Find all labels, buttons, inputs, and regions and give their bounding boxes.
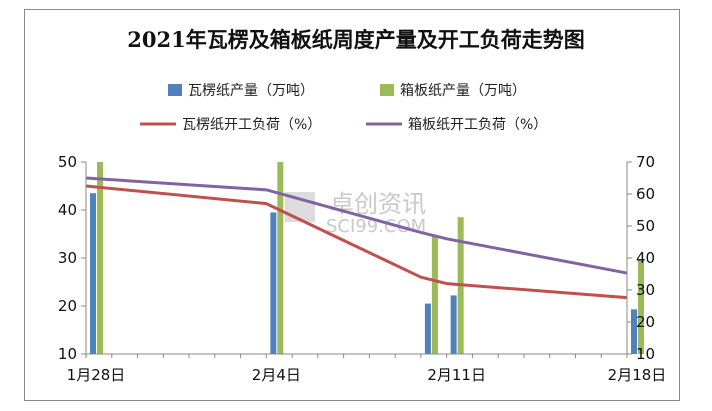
chart-frame xyxy=(24,9,680,401)
bar-containerboard-4 xyxy=(638,258,644,354)
y-right-tick-label: 70 xyxy=(636,153,655,171)
bar-corrugated-3 xyxy=(450,295,457,354)
bar-containerboard-2 xyxy=(431,234,438,354)
bar-containerboard-1 xyxy=(277,162,284,354)
y-left-tick-label: 50 xyxy=(58,153,77,171)
bar-corrugated-0 xyxy=(90,193,96,354)
y-right-tick-label: 10 xyxy=(636,345,655,363)
line-corrugated-operating-rate xyxy=(85,184,628,300)
watermark-subtext: SCI99.COM xyxy=(326,216,426,237)
chart-title: 2021年瓦楞及箱板纸周度产量及开工负荷走势图 xyxy=(127,27,585,52)
y-right-tick-label: 50 xyxy=(636,217,655,235)
legend-label-1: 箱板纸产量（万吨） xyxy=(400,83,526,99)
x-tick-label: 1月28日 xyxy=(67,366,126,384)
bar-containerboard-0 xyxy=(97,162,103,354)
y-right-tick-label: 20 xyxy=(636,313,655,331)
y-left-tick-label: 40 xyxy=(58,201,77,219)
legend-swatch-1 xyxy=(380,84,394,96)
y-right-tick-label: 60 xyxy=(636,185,655,203)
legend-label-0: 瓦楞纸产量（万吨） xyxy=(188,83,314,99)
legend-label-3: 箱板纸开工负荷（%） xyxy=(408,117,547,133)
y-right-tick-label: 40 xyxy=(636,249,655,267)
legend-label-2: 瓦楞纸开工负荷（%） xyxy=(182,117,321,133)
y-left-tick-label: 10 xyxy=(58,345,77,363)
y-left-tick-label: 20 xyxy=(58,297,77,315)
y-left-tick-label: 30 xyxy=(58,249,77,267)
x-tick-label: 2月4日 xyxy=(252,366,301,384)
bar-corrugated-2 xyxy=(424,303,431,354)
watermark-text: 卓创资讯 xyxy=(330,190,426,218)
legend-swatch-0 xyxy=(168,84,182,96)
bar-corrugated-1 xyxy=(270,212,277,354)
x-tick-label: 2月11日 xyxy=(427,366,486,384)
bar-corrugated-4 xyxy=(631,309,637,354)
line-containerboard-operating-rate xyxy=(85,176,628,275)
x-tick-label: 2月18日 xyxy=(608,366,667,384)
y-right-tick-label: 30 xyxy=(636,281,655,299)
